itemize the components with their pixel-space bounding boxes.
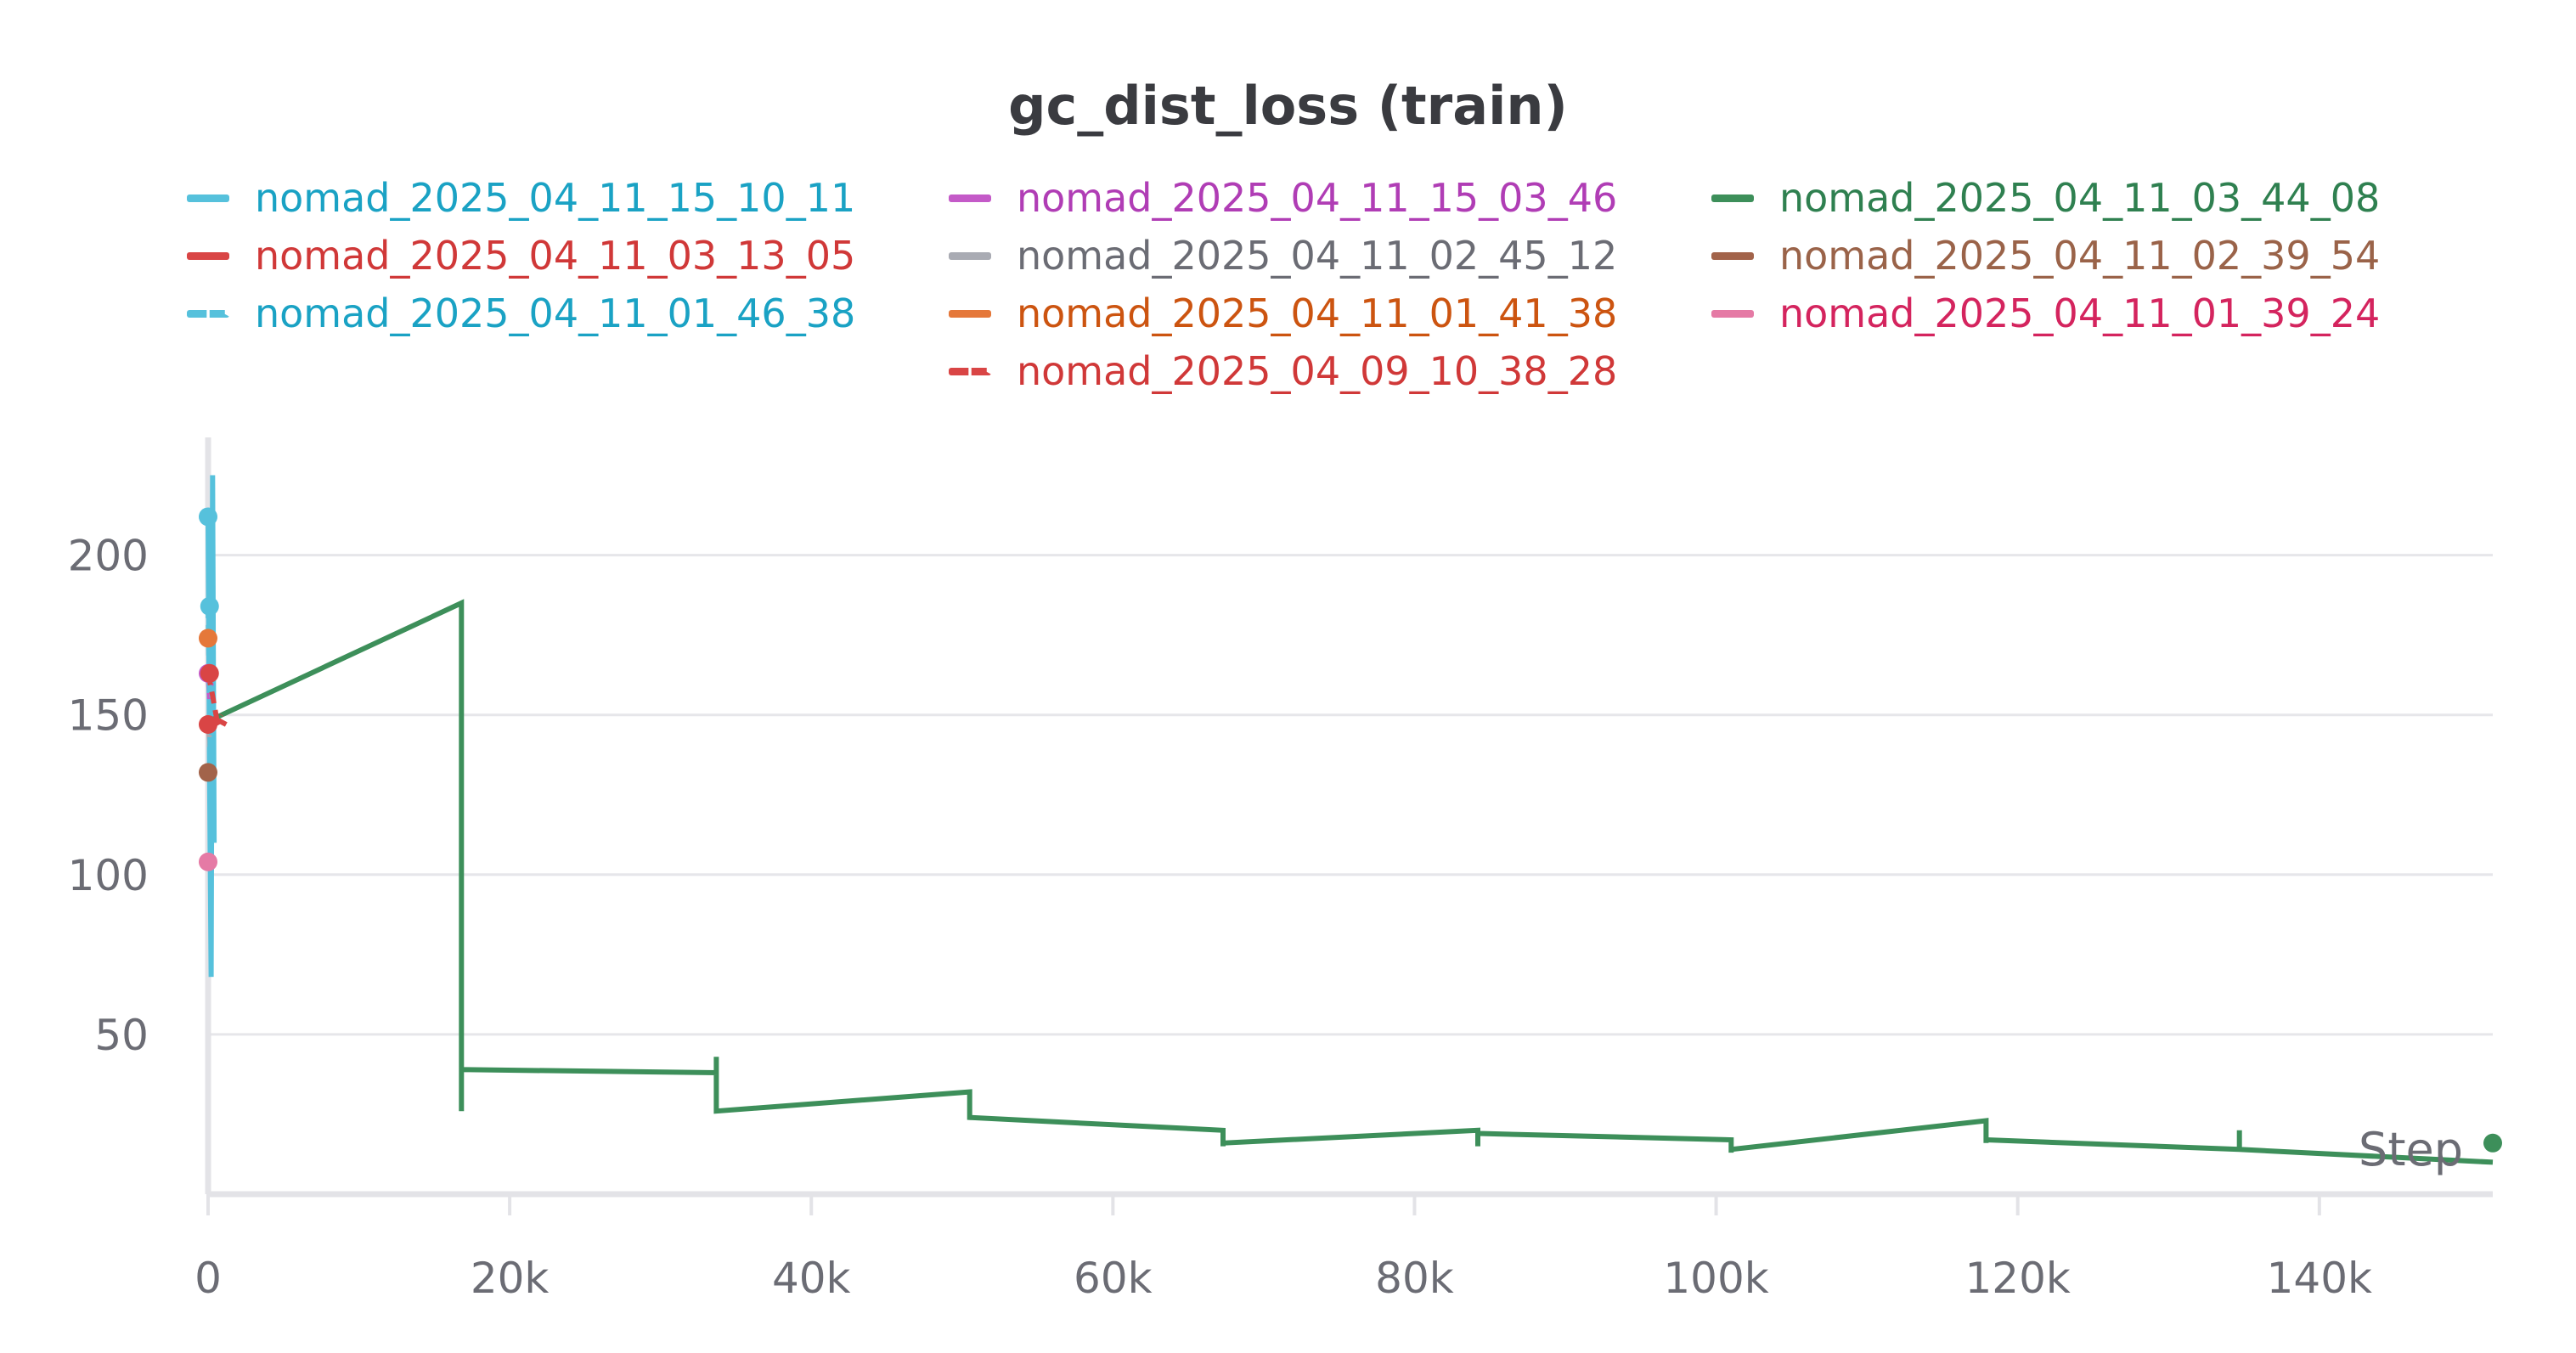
- legend-item[interactable]: nomad_2025_04_11_15_03_46: [949, 170, 1617, 226]
- x-tick-label: 80k: [1375, 1254, 1454, 1303]
- legend-item[interactable]: nomad_2025_04_11_01_39_24: [1711, 285, 2380, 341]
- legend-label: nomad_2025_04_11_01_41_38: [1017, 290, 1618, 336]
- chart-title: gc_dist_loss (train): [1008, 75, 1568, 137]
- series-marker[interactable]: [199, 629, 217, 648]
- legend-label: nomad_2025_04_11_02_45_12: [1017, 233, 1618, 279]
- x-tick-label: 120k: [1964, 1254, 2070, 1303]
- series-marker[interactable]: [199, 507, 217, 527]
- legend-swatch: [1711, 194, 1754, 202]
- x-tick-label: 140k: [2267, 1254, 2372, 1303]
- series-marker[interactable]: [199, 763, 217, 782]
- legend-item[interactable]: nomad_2025_04_11_02_39_54: [1711, 228, 2380, 284]
- gridlines: [208, 554, 2493, 1036]
- tick-labels: 0 20k 40k 60k 80k 100k 120k 140k 50 100 150 200: [68, 532, 2372, 1303]
- legend-item[interactable]: nomad_2025_04_09_10_38_28: [949, 343, 1617, 399]
- series-marker[interactable]: [199, 852, 217, 871]
- x-tick-label: 40k: [772, 1254, 851, 1303]
- y-tick-label: 200: [68, 532, 149, 581]
- legend-label: nomad_2025_04_11_15_03_46: [1017, 175, 1618, 221]
- legend-swatch: [187, 251, 229, 260]
- series-lines: [206, 475, 2494, 1165]
- legend-label: nomad_2025_04_09_10_38_28: [1017, 348, 1618, 394]
- legend-swatch: [187, 309, 229, 318]
- legend-label: nomad_2025_04_11_01_39_24: [1779, 290, 2381, 336]
- series-marker[interactable]: [2483, 1133, 2502, 1153]
- series-marker[interactable]: [200, 596, 219, 616]
- x-tick-label: 20k: [471, 1254, 550, 1303]
- series-line[interactable]: [206, 599, 2494, 1165]
- series-line[interactable]: [206, 606, 216, 811]
- y-tick-label: 50: [94, 1011, 149, 1060]
- legend-swatch: [949, 367, 991, 375]
- series-markers: [199, 507, 2502, 1153]
- y-tick-label: 150: [68, 691, 149, 741]
- legend-item[interactable]: nomad_2025_04_11_02_45_12: [949, 228, 1617, 284]
- series-marker[interactable]: [200, 663, 219, 683]
- chart-legend: nomad_2025_04_11_15_10_11 nomad_2025_04_1…: [187, 170, 2480, 416]
- legend-item[interactable]: nomad_2025_04_11_03_13_05: [187, 228, 855, 284]
- legend-swatch: [949, 251, 991, 260]
- legend-swatch: [949, 309, 991, 318]
- legend-label: nomad_2025_04_11_03_13_05: [255, 233, 856, 279]
- legend-item[interactable]: nomad_2025_04_11_15_10_11: [187, 170, 855, 226]
- legend-label: nomad_2025_04_11_02_39_54: [1779, 233, 2381, 279]
- legend-label: nomad_2025_04_11_01_46_38: [255, 290, 856, 336]
- x-axis-label: Step: [2359, 1123, 2463, 1176]
- legend-swatch: [949, 194, 991, 202]
- series-line[interactable]: [206, 673, 224, 728]
- legend-item[interactable]: nomad_2025_04_11_03_44_08: [1711, 170, 2380, 226]
- x-tick-label: 100k: [1663, 1254, 1768, 1303]
- x-tick-label: 60k: [1074, 1254, 1153, 1303]
- x-tick-label: 0: [194, 1254, 222, 1303]
- series-marker[interactable]: [199, 714, 217, 734]
- legend-swatch: [1711, 251, 1754, 260]
- legend-item[interactable]: nomad_2025_04_11_01_46_38: [187, 285, 855, 341]
- y-tick-label: 100: [68, 851, 149, 900]
- legend-label: nomad_2025_04_11_15_10_11: [255, 175, 856, 221]
- legend-label: nomad_2025_04_11_03_44_08: [1779, 175, 2381, 221]
- legend-swatch: [1711, 309, 1754, 318]
- legend-item[interactable]: nomad_2025_04_11_01_41_38: [949, 285, 1617, 341]
- legend-swatch: [187, 194, 229, 202]
